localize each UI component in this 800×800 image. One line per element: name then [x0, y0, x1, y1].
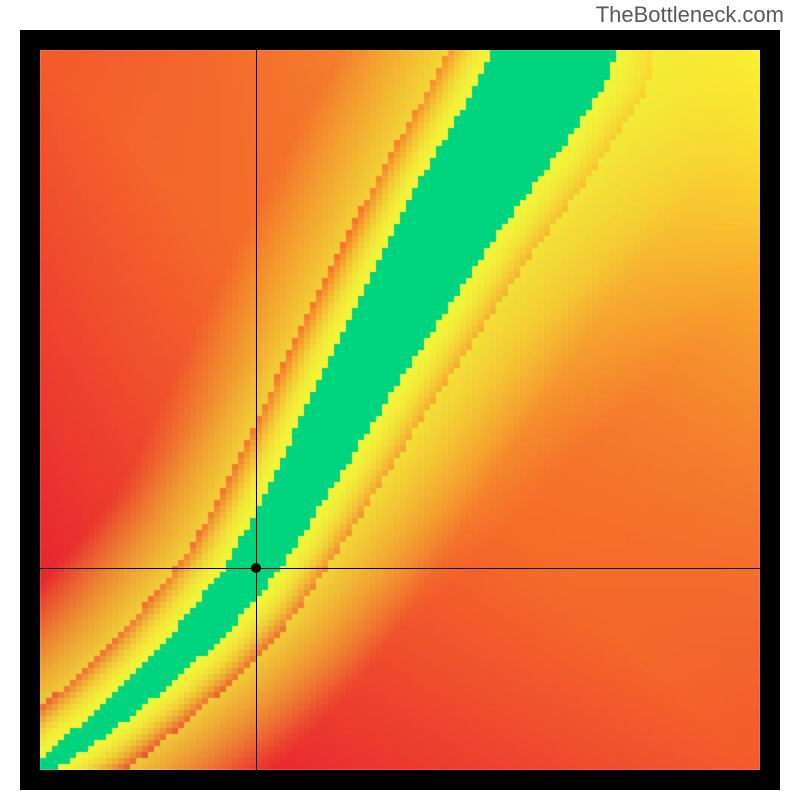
- crosshair-horizontal: [40, 568, 760, 569]
- crosshair-vertical: [256, 50, 257, 770]
- chart-container: TheBottleneck.com: [0, 0, 800, 800]
- heatmap-canvas: [0, 0, 800, 800]
- crosshair-marker: [251, 563, 261, 573]
- watermark-text: TheBottleneck.com: [596, 2, 784, 28]
